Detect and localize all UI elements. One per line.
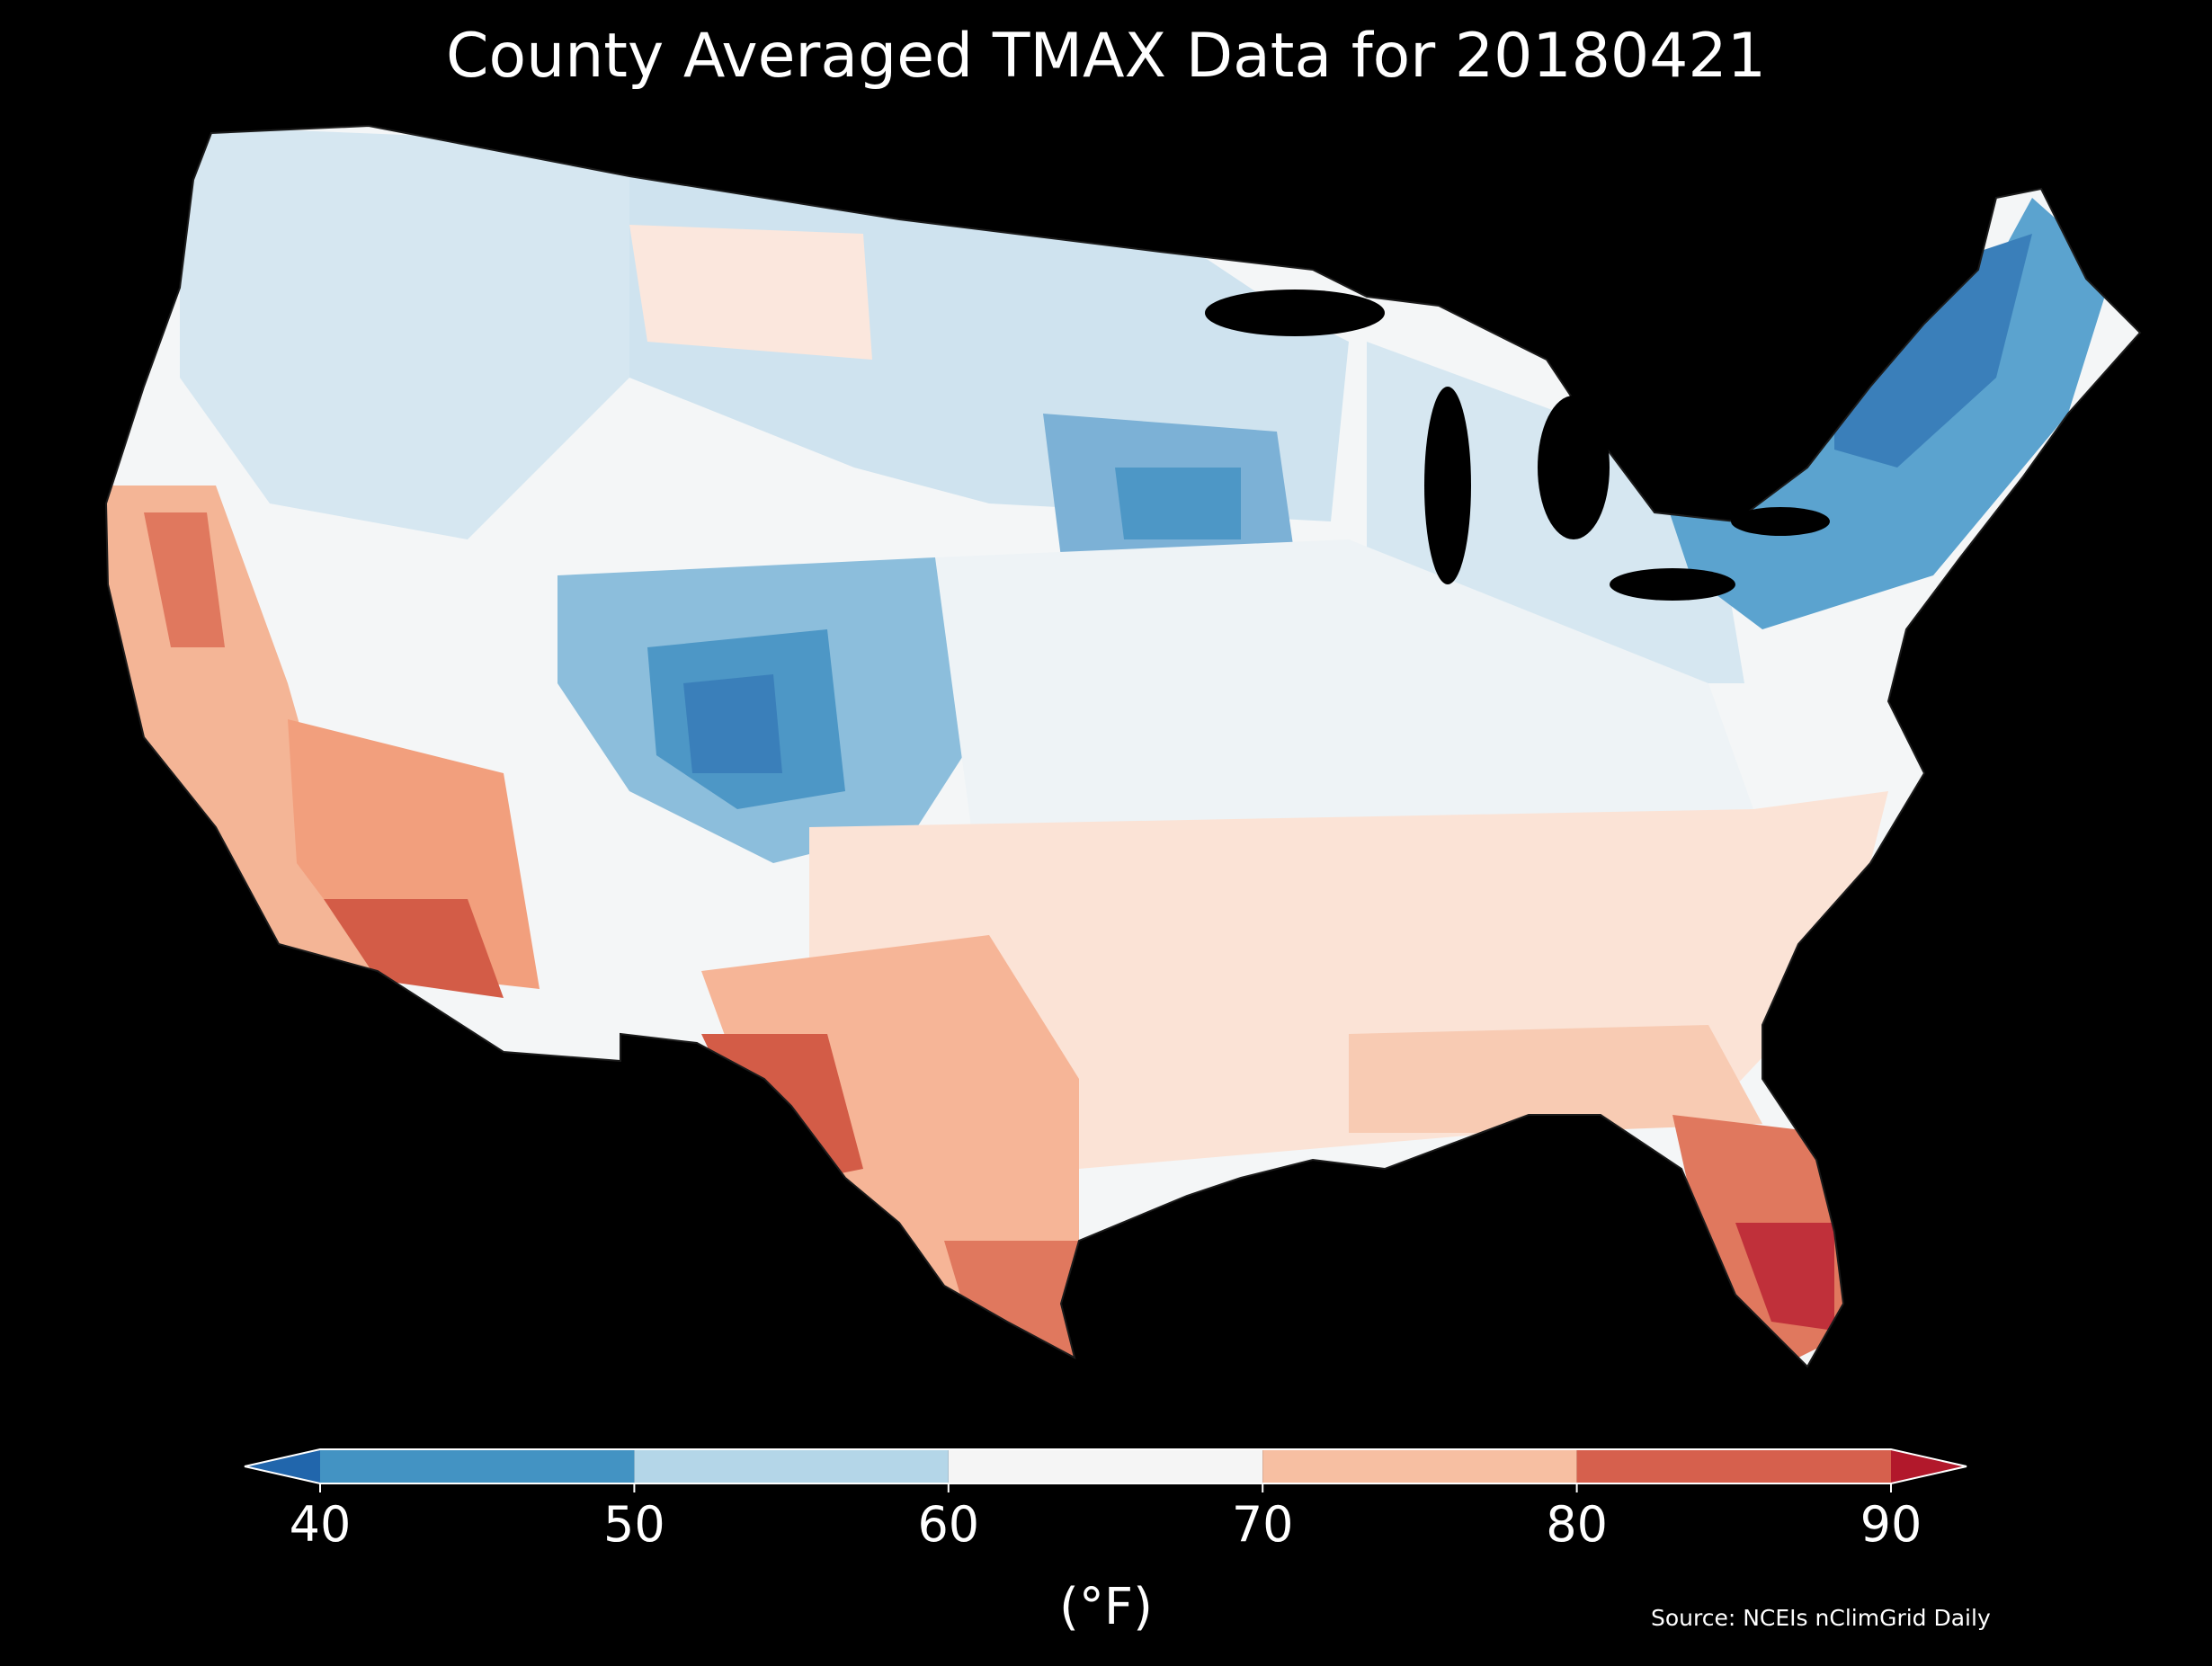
colorbar-extension-low [245, 1449, 320, 1483]
colorbar-tick-label: 90 [1860, 1496, 1922, 1553]
great-lakes [1205, 290, 1830, 601]
region-south-texas-hot [944, 1241, 1079, 1367]
region-new-england-coldest [1834, 234, 2032, 468]
us-map [105, 125, 2141, 1368]
region-central-neutral [935, 539, 1753, 827]
region-southeast-warmer [1349, 1025, 1762, 1133]
lake-erie [1610, 568, 1735, 601]
colorbar-tick-label: 40 [290, 1496, 352, 1553]
lake-ontario [1731, 507, 1830, 536]
colorbar-label: (°F) [1059, 1578, 1153, 1636]
lake-superior [1205, 290, 1385, 336]
region-colorado-coldest [683, 674, 782, 773]
colorbar-extension-high [1891, 1449, 1967, 1483]
colorbar-tick-label: 70 [1232, 1496, 1294, 1553]
colorbar-tick-label: 60 [917, 1496, 979, 1553]
colorbar-segment [634, 1449, 949, 1483]
region-arizona-hot [324, 899, 504, 998]
colorbar-tick-label: 80 [1546, 1496, 1608, 1553]
source-note: Source: NCEIs nClimGrid Daily [1651, 1605, 1991, 1631]
lake-michigan [1424, 387, 1471, 584]
colorbar-segment [1262, 1449, 1577, 1483]
colorbar-segment [948, 1449, 1263, 1483]
region-central-valley-hot [144, 512, 225, 647]
region-montana-warm [629, 225, 872, 360]
colorbar-segment [320, 1449, 635, 1483]
colorbar: 40 50 60 70 80 90 [244, 1448, 1967, 1553]
colorbar-tick-label: 50 [603, 1496, 665, 1553]
lake-huron [1538, 396, 1610, 539]
region-minnesota-colder [1115, 468, 1241, 539]
region-northwest-cool [180, 126, 629, 539]
region-south-florida-hottest [1735, 1223, 1834, 1331]
map-title: County Averaged TMAX Data for 20180421 [446, 21, 1766, 92]
colorbar-segment [1576, 1449, 1891, 1483]
